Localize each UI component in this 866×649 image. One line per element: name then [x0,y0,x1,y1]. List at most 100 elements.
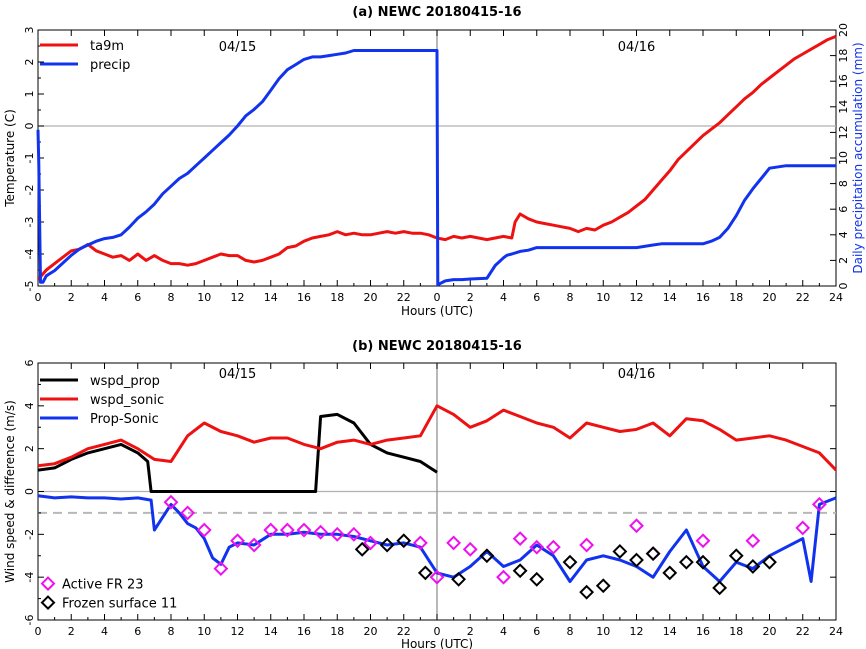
data-point-active [196,522,212,538]
x-tick-label: 10 [596,291,610,304]
data-point-active [279,522,295,538]
panel-a-temperature-precip: (a) NEWC 20180415-160 2 4 6 8 10 12 14 16 18 20 22 0… [3,5,865,318]
y2-tick-label: 10 [837,151,850,165]
data-point-frozen [354,541,370,557]
x-tick-label: 0 [35,625,42,638]
x-tick-label: 20 [364,291,378,304]
y2-axis-label: Daily precipitation accumulation (mm) [851,42,865,273]
data-point-frozen [662,565,678,581]
data-point-active [745,533,761,549]
x-tick-label: 14 [663,625,677,638]
y-tick-label: -3 [23,217,36,228]
data-point-frozen [712,580,728,596]
y-tick-label: -2 [23,185,36,196]
x-tick-label: 12 [630,291,644,304]
y2-tick-label: 0 [837,283,850,290]
y-tick-label: -4 [23,249,36,260]
x-axis-label: Hours (UTC) [401,637,473,649]
x-tick-label: 12 [630,625,644,638]
legend-label: wspd_prop [90,374,160,389]
x-tick-label: 6 [134,625,141,638]
data-point-active [346,526,362,542]
x-tick-label: 6 [134,291,141,304]
data-point-frozen [745,559,761,574]
x-tick-label: 0 [35,291,42,304]
x-tick-label: 14 [264,291,278,304]
y2-tick-label: 2 [837,257,850,264]
series-line-wspd-prop [37,412,438,493]
y2-tick-label: 6 [837,206,850,213]
y2-tick-label: 14 [837,100,850,114]
data-point-frozen [629,552,644,568]
x-tick-label: 2 [68,291,75,304]
x-tick-label: 0 [434,625,441,638]
data-point-active [579,537,595,553]
data-point-active [446,535,462,551]
chart-title: (a) NEWC 20180415-16 [352,5,521,20]
data-point-active [246,537,262,553]
y-tick-label: 0 [23,123,36,130]
y-tick-label: -4 [23,572,36,583]
data-point-frozen [451,571,467,587]
data-point-active [329,526,345,542]
x-tick-label: 6 [533,291,540,304]
x-tick-label: 18 [729,625,743,638]
data-point-frozen [379,537,395,553]
data-point-active [462,541,478,557]
x-tick-label: 10 [197,291,211,304]
legend-marker [40,576,56,592]
data-point-active [163,494,179,510]
data-point-frozen [562,554,578,570]
y2-tick-label: 8 [837,180,850,187]
x-tick-label: 10 [197,625,211,638]
data-point-active [496,569,511,585]
legend-label: wspd_sonic [90,393,164,408]
data-point-active [296,522,312,538]
data-point-frozen [479,548,495,564]
day-label: 04/15 [219,40,256,55]
y-axis-label: Temperature (C) [3,109,17,208]
y-tick-label: 2 [23,445,36,452]
data-point-active [529,539,545,555]
chart-title: (b) NEWC 20180415-16 [352,339,522,354]
legend-label: precip [90,58,130,73]
y-tick-label: -6 [23,615,36,626]
data-point-frozen [512,563,528,579]
x-tick-label: 22 [796,625,810,638]
day-label: 04/15 [219,367,256,382]
panel-b-wind-speed: (b) NEWC 20180415-160 2 4 6 8 10 12 14 16 18 20 22 0… [3,339,843,649]
x-tick-label: 16 [297,625,311,638]
x-tick-label: 2 [467,625,474,638]
x-tick-label: 12 [231,291,245,304]
data-point-active [512,531,528,547]
data-point-active [695,533,711,549]
x-tick-label: 22 [397,625,411,638]
x-tick-label: 16 [696,625,710,638]
data-point-active [429,569,445,585]
data-point-active [795,520,811,536]
x-tick-label: 20 [364,625,378,638]
series-line-precip [36,49,836,287]
x-tick-label: 24 [829,625,843,638]
y-tick-label: -1 [23,153,36,164]
y-tick-label: 1 [23,91,36,98]
x-tick-label: 0 [434,291,441,304]
x-tick-label: 20 [763,625,777,638]
x-tick-label: 4 [500,625,507,638]
data-point-active [313,524,329,540]
y-tick-label: 4 [23,402,36,409]
x-tick-label: 6 [533,625,540,638]
day-label: 04/16 [618,367,655,382]
x-tick-label: 4 [101,625,108,638]
y2-tick-label: 18 [837,49,850,63]
y2-tick-label: 4 [837,231,850,238]
x-tick-label: 8 [168,291,175,304]
data-point-frozen [396,533,412,549]
data-point-active [811,496,827,512]
x-tick-label: 2 [68,625,75,638]
data-point-active [645,546,661,562]
data-point-active [180,505,196,521]
x-tick-label: 2 [467,291,474,304]
data-point-frozen [612,544,628,559]
y-axis-label: Wind speed & difference (m/s) [3,400,17,583]
